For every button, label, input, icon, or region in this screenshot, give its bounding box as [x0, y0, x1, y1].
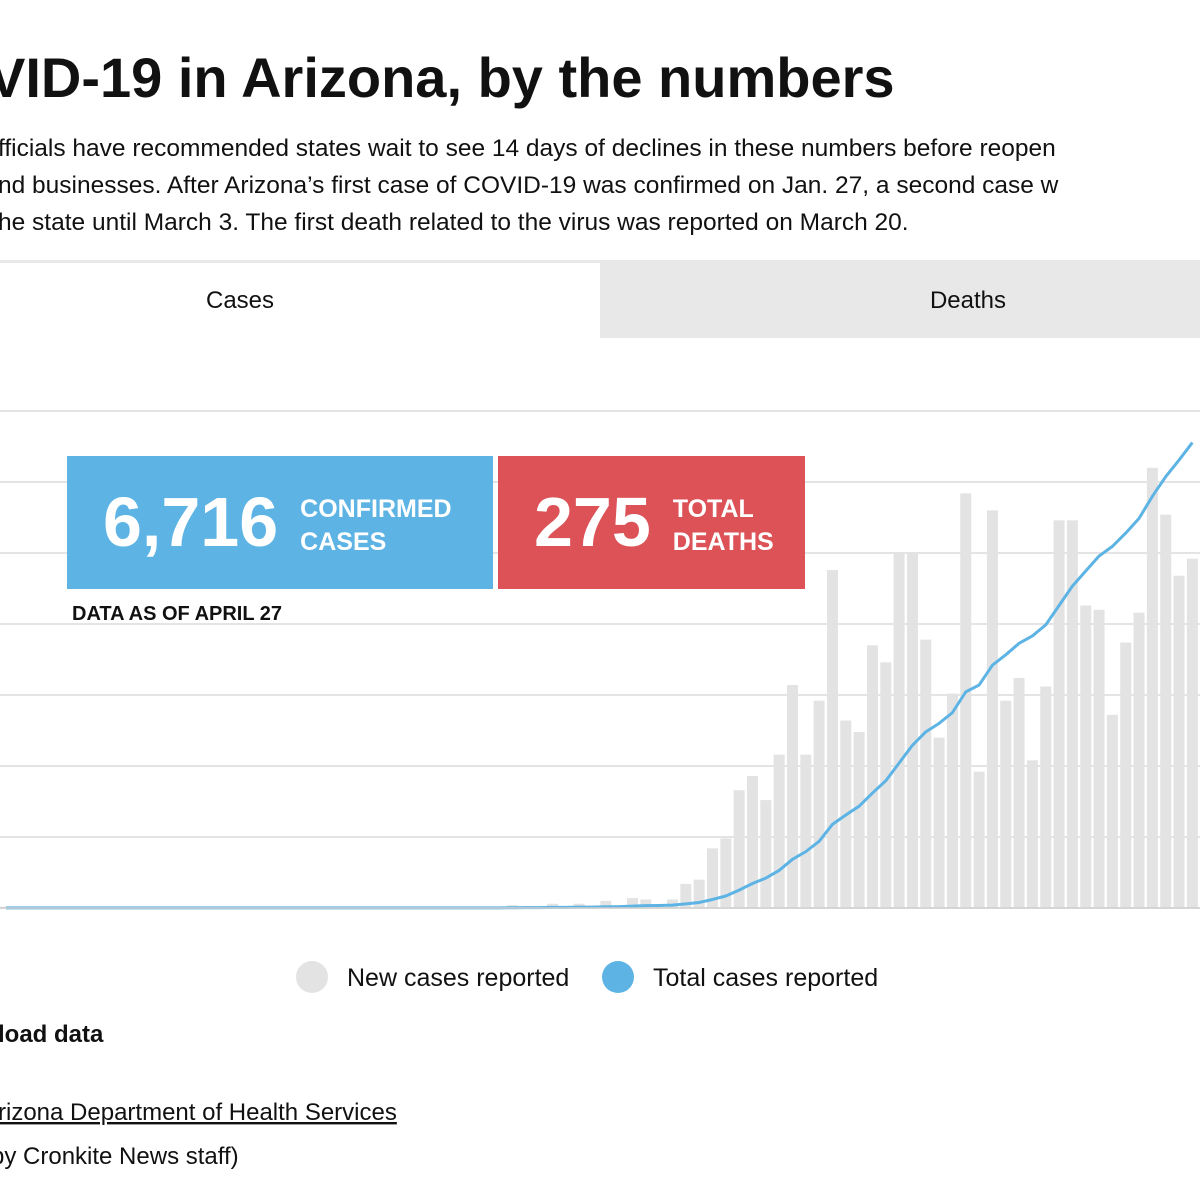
- download-link[interactable]: load data: [0, 1021, 104, 1048]
- bar: [1186, 558, 1198, 908]
- bar: [986, 510, 998, 908]
- bar: [906, 553, 918, 908]
- intro-line: fficials have recommended states wait to…: [0, 135, 1056, 162]
- legend-swatch: [602, 961, 634, 993]
- bar: [1080, 605, 1092, 908]
- bar: [1093, 609, 1105, 908]
- bar: [1146, 467, 1158, 908]
- legend-label: Total cases reported: [653, 964, 878, 992]
- bar: [1040, 686, 1052, 908]
- bar: [1000, 700, 1012, 908]
- stat-label: CASES: [300, 528, 386, 556]
- bar: [600, 900, 612, 908]
- bar: [786, 685, 798, 908]
- bar: [773, 754, 785, 908]
- bar: [800, 754, 812, 908]
- bar: [680, 883, 692, 908]
- bar: [706, 848, 718, 908]
- credit: by Cronkite News staff): [0, 1143, 239, 1170]
- as-of: DATA AS OF APRIL 27: [72, 603, 282, 625]
- source-link[interactable]: rizona Department of Health Services: [0, 1099, 397, 1126]
- bar: [1026, 760, 1038, 908]
- stat-value: 275: [534, 483, 651, 561]
- tab-label[interactable]: Cases: [206, 287, 274, 314]
- legend: New cases reported Total cases reported: [296, 961, 878, 993]
- bar: [1133, 612, 1145, 908]
- legend-swatch: [296, 961, 328, 993]
- page-title: VID-19 in Arizona, by the numbers: [0, 46, 895, 109]
- bar: [853, 731, 865, 908]
- tab-label[interactable]: Deaths: [930, 287, 1006, 314]
- bar: [933, 737, 945, 908]
- chart: [0, 410, 1200, 910]
- bar: [973, 771, 985, 908]
- tab-deaths[interactable]: [600, 262, 1200, 338]
- stat-label: TOTAL: [673, 495, 754, 523]
- bar: [866, 645, 878, 908]
- bar: [733, 790, 745, 908]
- bar: [893, 553, 905, 908]
- bar: [813, 700, 825, 908]
- bar: [1160, 514, 1172, 908]
- bar: [693, 879, 705, 908]
- intro-line: nd businesses. After Arizona’s first cas…: [0, 172, 1059, 199]
- bar: [960, 493, 972, 908]
- stat-value: 6,716: [103, 483, 278, 561]
- bar: [640, 899, 652, 908]
- legend-label: New cases reported: [347, 964, 569, 992]
- bar: [1106, 714, 1118, 908]
- bar: [1173, 575, 1185, 908]
- bar: [1066, 520, 1078, 908]
- bar: [720, 838, 732, 908]
- bar: [946, 693, 958, 908]
- bar: [1013, 677, 1025, 908]
- stats: 6,716 CONFIRMED CASES 275 TOTAL DEATHS: [67, 456, 805, 589]
- bar: [760, 800, 772, 908]
- bar: [627, 898, 639, 908]
- tab-bar-top: [0, 260, 1200, 263]
- stat-label: CONFIRMED: [300, 495, 451, 523]
- bar: [746, 775, 758, 908]
- bar: [880, 662, 892, 908]
- stat-box: [498, 456, 805, 589]
- bar: [1053, 520, 1065, 908]
- bar: [826, 570, 838, 908]
- stat-box: [67, 456, 493, 589]
- stat-label: DEATHS: [673, 528, 774, 556]
- intro-line: he state until March 3. The first death …: [0, 209, 909, 236]
- bar: [920, 639, 932, 908]
- bar: [1120, 642, 1132, 908]
